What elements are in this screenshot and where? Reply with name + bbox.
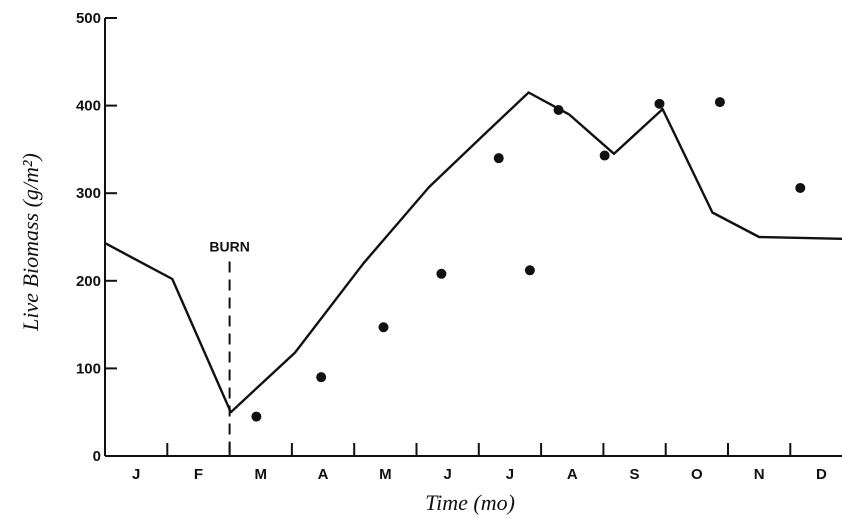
data-point xyxy=(251,411,262,422)
data-point xyxy=(553,104,564,115)
x-tick-label-m: M xyxy=(379,466,392,483)
y-tick-label: 300 xyxy=(76,185,101,202)
data-point xyxy=(524,265,535,276)
data-point xyxy=(654,98,665,109)
series-points xyxy=(251,97,806,422)
data-point xyxy=(714,97,725,108)
x-tick-label-j: J xyxy=(132,466,140,483)
y-tick-label: 100 xyxy=(76,360,101,377)
annotations: BURN xyxy=(209,239,250,456)
y-tick-label: 400 xyxy=(76,98,101,115)
y-ticks: 0 100 200 300 400 500 xyxy=(76,10,117,465)
data-point xyxy=(316,372,327,383)
y-axis-title: Live Biomass (g/m²) xyxy=(18,153,43,332)
x-tick-label-a: A xyxy=(567,466,578,483)
x-axis-title: Time (mo) xyxy=(425,490,515,515)
data-point xyxy=(795,182,806,193)
x-tick-label-o: O xyxy=(691,466,703,483)
x-tick-label-m: M xyxy=(255,466,268,483)
x-tick-label-f: F xyxy=(194,466,203,483)
data-point xyxy=(493,153,504,164)
series-line-path xyxy=(104,91,842,414)
data-point xyxy=(436,268,447,279)
data-point xyxy=(378,322,389,333)
x-tick-label-j: J xyxy=(443,466,451,483)
x-tick-label-s: S xyxy=(630,466,640,483)
axes xyxy=(104,18,842,457)
data-point xyxy=(599,150,610,161)
series-line xyxy=(104,91,842,414)
burn-label: BURN xyxy=(209,239,249,255)
x-tick-label-d: D xyxy=(816,466,827,483)
x-tick-label-j: J xyxy=(506,466,514,483)
y-tick-label: 0 xyxy=(93,448,101,465)
x-tick-label-n: N xyxy=(754,466,765,483)
y-tick-label: 500 xyxy=(76,10,101,27)
y-tick-label: 200 xyxy=(76,273,101,290)
x-tick-label-a: A xyxy=(318,466,329,483)
